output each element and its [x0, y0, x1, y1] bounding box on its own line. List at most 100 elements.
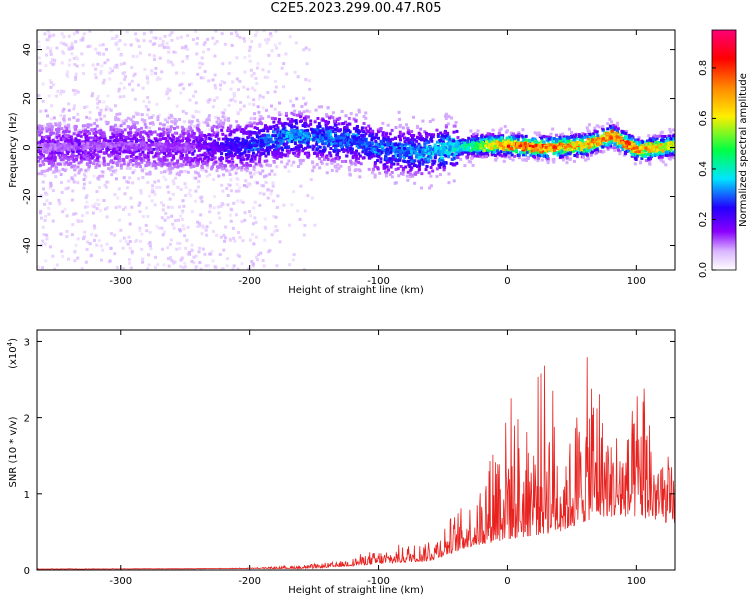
- heatmap-cell: [166, 246, 170, 250]
- heatmap-cell: [226, 126, 230, 130]
- heatmap-cell: [258, 129, 262, 133]
- heatmap-cell: [282, 126, 286, 130]
- heatmap-cell: [214, 30, 218, 33]
- heatmap-cell: [147, 158, 151, 162]
- heatmap-cell: [113, 138, 117, 142]
- heatmap-cell: [62, 90, 66, 94]
- heatmap-cell: [119, 129, 123, 133]
- heatmap-cell: [118, 205, 122, 209]
- heatmap-cell: [257, 110, 261, 114]
- heatmap-cell: [443, 134, 447, 138]
- heatmap-cell: [88, 132, 92, 136]
- heatmap-cell: [115, 266, 119, 270]
- heatmap-cell: [114, 168, 118, 172]
- heatmap-cell: [185, 55, 189, 59]
- heatmap-cell: [306, 143, 310, 147]
- heatmap-cell: [589, 153, 593, 157]
- heatmap-cell: [176, 36, 180, 40]
- heatmap-cell: [72, 116, 76, 120]
- heatmap-cell: [176, 160, 180, 164]
- heatmap-cell: [43, 174, 47, 178]
- heatmap-cell: [398, 117, 402, 121]
- heatmap-cell: [252, 131, 256, 135]
- heatmap-cell: [168, 162, 172, 166]
- heatmap-cell: [235, 167, 239, 171]
- heatmap-cell: [290, 111, 294, 115]
- heatmap-cell: [70, 233, 74, 237]
- heatmap-cell: [301, 147, 305, 151]
- heatmap-cell: [79, 140, 83, 144]
- heatmap-cell: [144, 223, 148, 227]
- heatmap-cell: [236, 124, 240, 128]
- heatmap-cell: [145, 74, 149, 78]
- heatmap-cell: [56, 89, 60, 93]
- heatmap-cell: [169, 60, 173, 64]
- heatmap-cell: [201, 161, 205, 165]
- heatmap-cell: [242, 85, 246, 89]
- heatmap-cell: [163, 170, 167, 174]
- heatmap-cell: [285, 122, 289, 126]
- heatmap-cell: [222, 248, 226, 252]
- heatmap-cell: [435, 174, 439, 178]
- heatmap-cell: [143, 131, 147, 135]
- heatmap-cell: [158, 44, 162, 48]
- heatmap-cell: [356, 131, 360, 135]
- heatmap-cell: [184, 44, 188, 48]
- heatmap-cell: [122, 236, 126, 240]
- heatmap-cell: [49, 126, 53, 130]
- heatmap-cell: [141, 138, 145, 142]
- heatmap-cell: [401, 126, 405, 130]
- heatmap-cell: [660, 141, 664, 145]
- heatmap-cell: [189, 165, 193, 169]
- heatmap-cell: [412, 143, 416, 147]
- heatmap-cell: [616, 142, 620, 146]
- heatmap-cell: [116, 138, 120, 142]
- heatmap-cell: [217, 211, 221, 215]
- heatmap-cell: [306, 127, 310, 131]
- heatmap-cell: [440, 152, 444, 156]
- heatmap-cell: [340, 109, 344, 113]
- heatmap-cell: [130, 251, 134, 255]
- heatmap-cell: [267, 53, 271, 57]
- heatmap-cell: [111, 69, 115, 73]
- heatmap-cell: [213, 139, 217, 143]
- heatmap-cell: [237, 88, 241, 92]
- heatmap-cell: [122, 176, 126, 180]
- heatmap-cell: [425, 165, 429, 169]
- heatmap-cell: [388, 173, 392, 177]
- heatmap-cell: [238, 236, 242, 240]
- heatmap-cell: [160, 134, 164, 138]
- heatmap-cell: [71, 88, 75, 92]
- heatmap-cell: [270, 189, 274, 193]
- heatmap-cell: [129, 131, 133, 135]
- heatmap-cell: [124, 140, 128, 144]
- heatmap-cell: [485, 155, 489, 159]
- heatmap-cell: [491, 133, 495, 137]
- heatmap-cell: [258, 191, 262, 195]
- heatmap-cell: [446, 114, 450, 118]
- heatmap-cell: [418, 144, 422, 148]
- heatmap-cell: [77, 139, 81, 143]
- heatmap-cell: [149, 163, 153, 167]
- heatmap-cell: [424, 131, 428, 135]
- heatmap-cell: [362, 130, 366, 134]
- heatmap-cell: [198, 157, 202, 161]
- heatmap-cell: [92, 174, 96, 178]
- heatmap-cell: [263, 126, 267, 130]
- heatmap-cell: [391, 142, 395, 146]
- heatmap-cell: [170, 116, 174, 120]
- heatmap-cell: [88, 181, 92, 185]
- heatmap-cell: [71, 152, 75, 156]
- heatmap-cell: [467, 149, 471, 153]
- heatmap-cell: [332, 144, 336, 148]
- heatmap-cell: [317, 151, 321, 155]
- heatmap-cell: [157, 152, 161, 156]
- heatmap-cell: [418, 137, 422, 141]
- heatmap-cell: [538, 133, 542, 137]
- heatmap-cell: [51, 158, 55, 162]
- heatmap-cell: [308, 110, 312, 114]
- heatmap-cell: [189, 194, 193, 198]
- heatmap-cell: [52, 170, 56, 174]
- heatmap-cell: [80, 267, 84, 270]
- heatmap-cell: [284, 52, 288, 56]
